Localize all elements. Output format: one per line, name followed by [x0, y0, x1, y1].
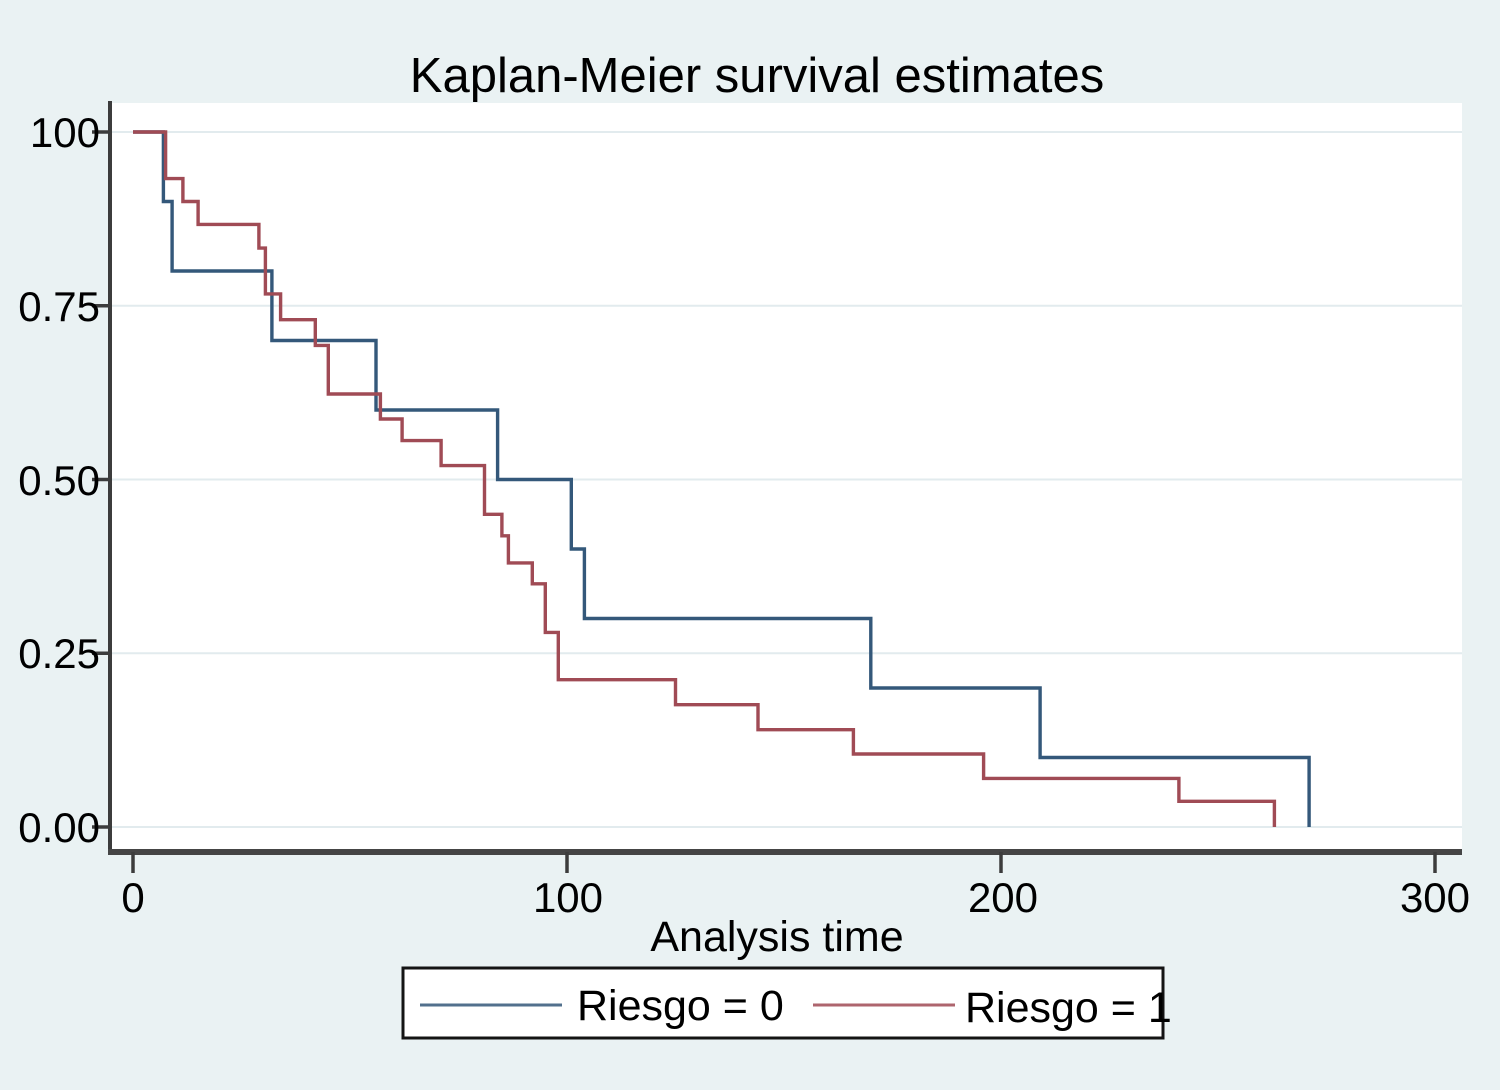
- legend-label-riesgo-1: Riesgo = 1: [965, 984, 1172, 1032]
- plot-area: [112, 103, 1462, 851]
- y-tick-label-075: 0.75: [18, 283, 100, 330]
- x-tick-label-300: 300: [1400, 874, 1470, 921]
- survival-curve-riesgo-0: [133, 130, 1311, 827]
- y-tick-label-025: 0.25: [18, 630, 100, 677]
- y-tick-label-000: 0.00: [18, 804, 100, 851]
- survival-curve-riesgo-1: [133, 130, 1277, 827]
- legend: Riesgo = 0 Riesgo = 1: [401, 966, 1172, 1040]
- y-tick-label-100: 100: [30, 109, 100, 156]
- y-tick-label-050: 0.50: [18, 457, 100, 504]
- chart-title: Kaplan-Meier survival estimates: [410, 49, 1104, 103]
- x-tick-label-200: 200: [968, 874, 1038, 921]
- x-tick-label-0: 0: [121, 874, 144, 921]
- gridlines: [112, 131, 1462, 828]
- tick-marks: [92, 130, 1437, 873]
- legend-label-riesgo-0: Riesgo = 0: [577, 982, 784, 1030]
- x-axis-title: Analysis time: [650, 913, 903, 961]
- x-tick-label-100: 100: [533, 874, 603, 921]
- legend-box: [401, 966, 1165, 1040]
